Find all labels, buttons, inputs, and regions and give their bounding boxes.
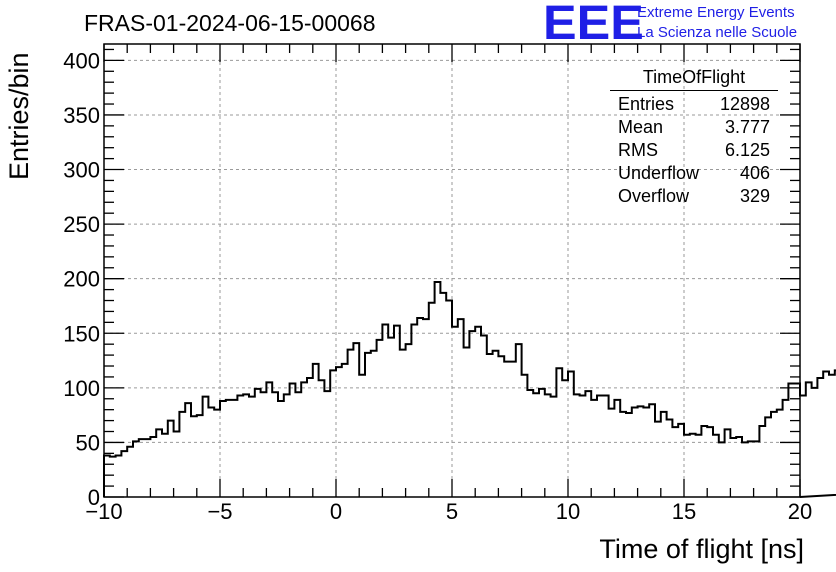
y-tick-label: 350 (63, 103, 100, 128)
y-tick-label: 400 (63, 48, 100, 73)
x-tick-label: −10 (85, 499, 122, 524)
stats-row-mean: Mean 3.777 (610, 116, 778, 139)
y-tick-label: 0 (88, 485, 100, 510)
plot-frame (103, 43, 801, 498)
y-tick-label: 100 (63, 376, 100, 401)
stats-value: 3.777 (724, 117, 770, 137)
stats-row-underflow: Underflow 406 (610, 162, 778, 185)
stats-label: Overflow (618, 186, 690, 206)
x-tick-label: 5 (446, 499, 458, 524)
stats-label: RMS (618, 140, 658, 160)
y-tick-label: 200 (63, 267, 100, 292)
eee-logo: EEE (543, 0, 644, 50)
logo-subtitle-line1: Extreme Energy Events (637, 4, 795, 21)
logo-subtitle-line2: La Scienza nelle Scuole (637, 24, 798, 41)
y-tick-label: 250 (63, 212, 100, 237)
stats-row-rms: RMS 6.125 (610, 139, 778, 162)
x-tick-label: 15 (672, 499, 696, 524)
stats-value: 406 (739, 163, 770, 183)
stats-value: 6.125 (724, 140, 770, 160)
y-axis-label: Entries/bin (4, 52, 34, 180)
y-tick-label: 150 (63, 321, 100, 346)
x-axis-label: Time of flight [ns] (599, 534, 804, 564)
axis-ticks (103, 44, 801, 498)
y-tick-label: 50 (76, 430, 100, 455)
stats-label: Entries (618, 94, 675, 114)
x-tick-label: 20 (788, 499, 812, 524)
x-tick-label: −5 (207, 499, 232, 524)
stats-row-overflow: Overflow 329 (610, 185, 778, 208)
stats-label: Underflow (618, 163, 700, 183)
stats-box: TimeOfFlight Entries 12898 Mean 3.777 RM… (610, 67, 778, 208)
x-tick-label: 10 (556, 499, 580, 524)
x-tick-label: 0 (330, 499, 342, 524)
run-title: FRAS-01-2024-06-15-00068 (84, 10, 376, 36)
stats-label: Mean (618, 117, 664, 137)
histogram-outline (103, 280, 836, 498)
stats-row-entries: Entries 12898 (610, 93, 778, 116)
stats-value: 329 (739, 186, 770, 206)
stats-title: TimeOfFlight (610, 67, 778, 91)
y-tick-label: 300 (63, 158, 100, 183)
stats-value: 12898 (719, 94, 770, 114)
